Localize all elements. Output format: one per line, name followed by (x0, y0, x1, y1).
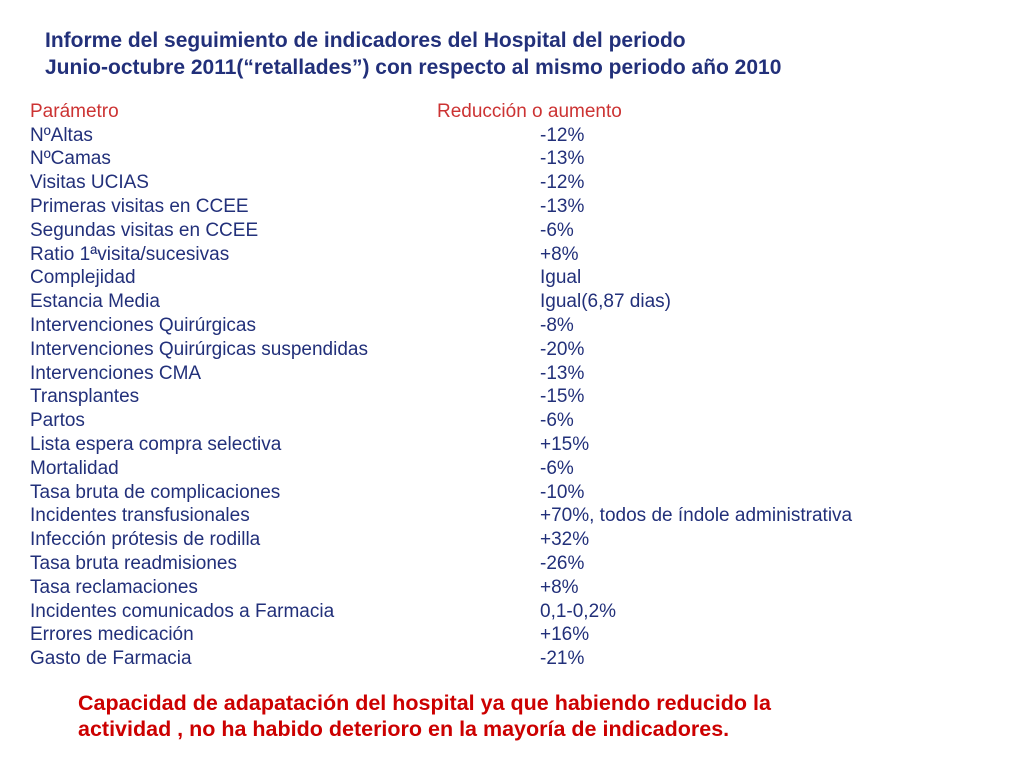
parameter-label: Intervenciones CMA (30, 362, 202, 384)
slide-title: Informe del seguimiento de indicadores d… (45, 29, 782, 80)
parameter-label: NºCamas (30, 148, 111, 170)
table-row: Infección prótesis de rodilla +32% (30, 528, 1000, 552)
header-value-label: Reducción o aumento (437, 100, 622, 122)
value-label: -10% (540, 481, 585, 503)
table-row: Intervenciones Quirúrgicas suspendidas -2… (30, 338, 1000, 362)
table-row: Transplantes -15% (30, 386, 1000, 410)
table-header-row: Parámetro Reducción o aumento (30, 100, 1000, 124)
table-row: Tasa bruta de complicaciones -10% (30, 481, 1000, 505)
value-label: -13% (540, 196, 585, 218)
table-row: Incidentes transfusionales +70%, todos de… (30, 505, 1000, 529)
value-label: +16% (540, 624, 590, 646)
table-row: Primeras visitas en CCEE -13% (30, 195, 1000, 219)
value-label: +15% (540, 434, 590, 456)
parameter-label: Infección prótesis de rodilla (30, 529, 261, 551)
table-row: Ratio 1ªvisita/sucesivas +8% (30, 243, 1000, 267)
value-label: -13% (540, 148, 585, 170)
parameter-label: Tasa reclamaciones (30, 576, 198, 598)
parameter-label: Tasa bruta readmisiones (30, 553, 237, 575)
value-label: -6% (540, 219, 574, 241)
table-row: Gasto de Farmacia -21% (30, 647, 1000, 671)
table-row: Tasa reclamaciones +8% (30, 576, 1000, 600)
table-row: Segundas visitas en CCEE -6% (30, 219, 1000, 243)
value-label: +32% (540, 529, 590, 551)
value-label: -26% (540, 553, 585, 575)
value-label: +8% (540, 576, 579, 598)
parameter-label: Transplantes (30, 386, 140, 408)
table-row: Visitas UCIAS -12% (30, 171, 1000, 195)
parameter-label: Incidentes transfusionales (30, 505, 250, 527)
parameter-label: NºAltas (30, 124, 93, 146)
table-row: Incidentes comunicados a Farmacia 0,1-0,2… (30, 600, 1000, 624)
conclusion-text: Capacidad de adapatación del hospital ya… (78, 691, 771, 742)
value-label: -6% (540, 457, 574, 479)
table-row: Complejidad Igual (30, 267, 1000, 291)
value-label: Igual(6,87 dias) (540, 291, 671, 313)
indicators-table: Parámetro Reducción o aumento NºAltas -12… (30, 100, 1000, 671)
table-row: NºAltas -12% (30, 124, 1000, 148)
table-row: Tasa bruta readmisiones -26% (30, 552, 1000, 576)
value-label: -15% (540, 386, 585, 408)
parameter-label: Intervenciones Quirúrgicas (30, 315, 256, 337)
parameter-label: Complejidad (30, 267, 136, 289)
parameter-label: Tasa bruta de complicaciones (30, 481, 281, 503)
value-label: -12% (540, 172, 585, 194)
table-row: Intervenciones Quirúrgicas -8% (30, 314, 1000, 338)
value-label: -21% (540, 648, 585, 670)
parameter-label: Incidentes comunicados a Farmacia (30, 600, 335, 622)
value-label: +70%, todos de índole administrativa (540, 505, 853, 527)
value-label: -6% (540, 410, 574, 432)
table-row: Estancia Media Igual(6,87 dias) (30, 290, 1000, 314)
parameter-label: Partos (30, 410, 85, 432)
header-parameter-label: Parámetro (30, 100, 119, 122)
parameter-label: Ratio 1ªvisita/sucesivas (30, 243, 230, 265)
value-label: -20% (540, 338, 585, 360)
parameter-label: Intervenciones Quirúrgicas suspendidas (30, 338, 368, 360)
parameter-label: Lista espera compra selectiva (30, 434, 282, 456)
parameter-label: Mortalidad (30, 457, 119, 479)
table-row: Mortalidad -6% (30, 457, 1000, 481)
value-label: -13% (540, 362, 585, 384)
parameter-label: Segundas visitas en CCEE (30, 219, 259, 241)
table-row: Lista espera compra selectiva +15% (30, 433, 1000, 457)
value-label: -8% (540, 315, 574, 337)
table-row: Intervenciones CMA -13% (30, 362, 1000, 386)
table-body: NºAltas -12% NºCamas -13% Visitas UCIAS -12% P… (30, 124, 1000, 671)
parameter-label: Estancia Media (30, 291, 160, 313)
table-row: Errores medicación +16% (30, 624, 1000, 648)
value-label: -12% (540, 124, 585, 146)
parameter-label: Errores medicación (30, 624, 194, 646)
value-label: Igual (540, 267, 582, 289)
parameter-label: Primeras visitas en CCEE (30, 196, 249, 218)
table-row: Partos -6% (30, 409, 1000, 433)
value-label: +8% (540, 243, 579, 265)
parameter-label: Visitas UCIAS (30, 172, 149, 194)
table-row: NºCamas -13% (30, 148, 1000, 172)
value-label: 0,1-0,2% (540, 600, 617, 622)
parameter-label: Gasto de Farmacia (30, 648, 192, 670)
